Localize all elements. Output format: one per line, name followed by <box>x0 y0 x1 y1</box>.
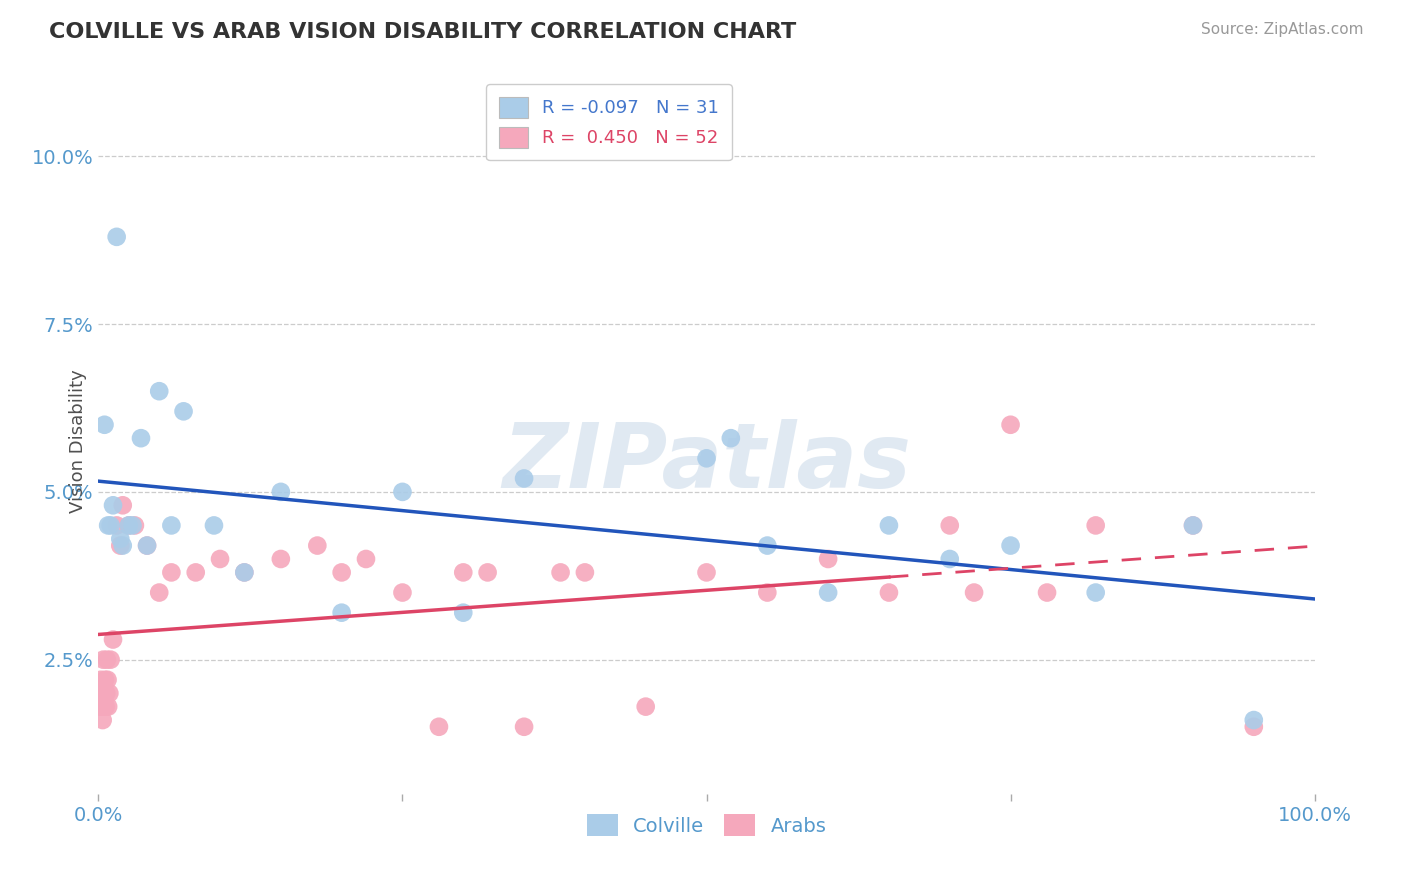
Point <box>330 566 353 580</box>
Point <box>963 585 986 599</box>
Point <box>513 471 536 485</box>
Point <box>1084 518 1107 533</box>
Point <box>89 699 111 714</box>
Point <box>270 552 292 566</box>
Point <box>91 699 114 714</box>
Point <box>148 384 170 399</box>
Point <box>173 404 195 418</box>
Point <box>110 532 132 546</box>
Point <box>354 552 377 566</box>
Point <box>574 566 596 580</box>
Point <box>105 230 128 244</box>
Point <box>111 498 134 512</box>
Point <box>136 539 159 553</box>
Point <box>696 566 718 580</box>
Point <box>307 539 329 553</box>
Point <box>817 585 839 599</box>
Point <box>124 518 146 533</box>
Point <box>330 606 353 620</box>
Point <box>202 518 225 533</box>
Point <box>1182 518 1205 533</box>
Y-axis label: Vision Disability: Vision Disability <box>69 369 87 514</box>
Point <box>93 417 115 432</box>
Point <box>97 518 120 533</box>
Point <box>453 566 475 580</box>
Point <box>1000 539 1022 553</box>
Point <box>129 431 152 445</box>
Point <box>98 686 121 700</box>
Point <box>97 699 120 714</box>
Point <box>160 566 183 580</box>
Point <box>1036 585 1059 599</box>
Point <box>477 566 499 580</box>
Point <box>148 585 170 599</box>
Point <box>1243 720 1265 734</box>
Point <box>391 484 413 499</box>
Point <box>391 585 413 599</box>
Point <box>118 518 141 533</box>
Legend: Colville, Arabs: Colville, Arabs <box>579 806 834 844</box>
Point <box>136 539 159 553</box>
Point <box>1182 518 1205 533</box>
Point <box>209 552 232 566</box>
Point <box>110 539 132 553</box>
Text: Source: ZipAtlas.com: Source: ZipAtlas.com <box>1201 22 1364 37</box>
Point <box>877 585 900 599</box>
Point <box>453 606 475 620</box>
Point <box>96 673 118 687</box>
Point <box>1084 585 1107 599</box>
Point <box>696 451 718 466</box>
Point <box>634 699 657 714</box>
Point <box>1000 417 1022 432</box>
Point <box>91 713 114 727</box>
Point <box>90 686 112 700</box>
Point <box>1243 713 1265 727</box>
Point <box>160 518 183 533</box>
Point <box>118 518 141 533</box>
Point <box>121 518 143 533</box>
Point <box>96 686 118 700</box>
Text: COLVILLE VS ARAB VISION DISABILITY CORRELATION CHART: COLVILLE VS ARAB VISION DISABILITY CORRE… <box>49 22 796 42</box>
Point <box>270 484 292 499</box>
Point <box>817 552 839 566</box>
Point <box>550 566 572 580</box>
Point <box>111 539 134 553</box>
Point <box>101 498 124 512</box>
Point <box>184 566 207 580</box>
Point <box>94 673 117 687</box>
Point <box>427 720 450 734</box>
Point <box>89 686 111 700</box>
Point <box>101 632 124 647</box>
Point <box>105 518 128 533</box>
Point <box>877 518 900 533</box>
Point <box>756 585 779 599</box>
Point <box>100 518 122 533</box>
Point <box>233 566 256 580</box>
Point <box>90 673 112 687</box>
Point <box>100 653 122 667</box>
Point <box>720 431 742 445</box>
Point <box>233 566 256 580</box>
Point <box>93 686 115 700</box>
Point <box>94 699 117 714</box>
Point <box>756 539 779 553</box>
Text: ZIPatlas: ZIPatlas <box>502 418 911 507</box>
Point <box>91 653 114 667</box>
Point <box>93 699 115 714</box>
Point <box>939 518 962 533</box>
Point <box>513 720 536 734</box>
Point <box>96 653 118 667</box>
Point <box>939 552 962 566</box>
